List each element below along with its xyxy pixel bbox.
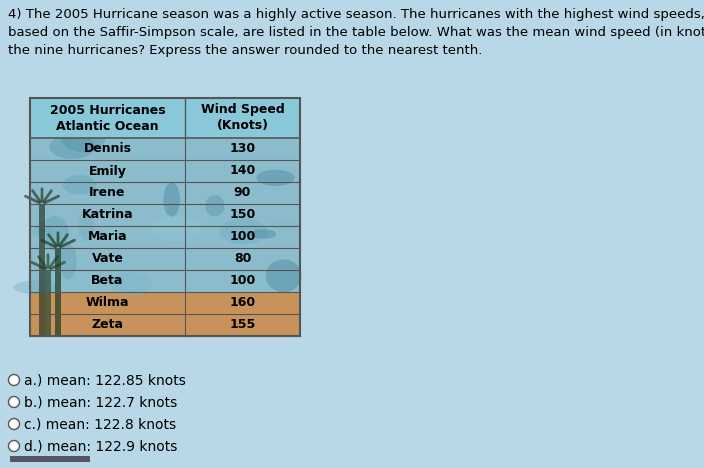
Ellipse shape	[265, 259, 301, 292]
Text: 160: 160	[230, 297, 256, 309]
Ellipse shape	[63, 175, 96, 195]
Ellipse shape	[250, 229, 277, 239]
Text: Maria: Maria	[88, 231, 127, 243]
Bar	[30, 292, 300, 336]
Ellipse shape	[220, 219, 267, 244]
Text: b.) mean: 122.7 knots: b.) mean: 122.7 knots	[24, 395, 177, 409]
Ellipse shape	[59, 244, 77, 279]
Text: 100: 100	[230, 275, 256, 287]
Text: Emily: Emily	[89, 164, 127, 177]
Text: c.) mean: 122.8 knots: c.) mean: 122.8 knots	[24, 417, 176, 431]
Ellipse shape	[62, 125, 106, 153]
Text: 100: 100	[230, 231, 256, 243]
Text: 155: 155	[230, 319, 256, 331]
Text: Katrina: Katrina	[82, 209, 133, 221]
Circle shape	[8, 396, 20, 408]
Bar	[55, 248, 61, 336]
Ellipse shape	[163, 183, 180, 217]
Ellipse shape	[151, 216, 200, 241]
Text: a.) mean: 122.85 knots: a.) mean: 122.85 knots	[24, 373, 186, 387]
Ellipse shape	[270, 220, 298, 229]
Text: Dennis: Dennis	[84, 142, 132, 155]
Text: 80: 80	[234, 253, 251, 265]
Text: Irene: Irene	[89, 187, 126, 199]
Bar	[30, 138, 300, 292]
Circle shape	[8, 440, 20, 452]
Text: Wind Speed
(Knots): Wind Speed (Knots)	[201, 103, 284, 132]
Text: Vate: Vate	[92, 253, 123, 265]
Ellipse shape	[70, 136, 96, 154]
Text: 150: 150	[230, 209, 256, 221]
Ellipse shape	[40, 216, 69, 250]
Text: 140: 140	[230, 164, 256, 177]
Bar	[30, 98, 300, 138]
Text: Wilma: Wilma	[86, 297, 130, 309]
Ellipse shape	[111, 272, 151, 297]
Text: 2005 Hurricanes
Atlantic Ocean: 2005 Hurricanes Atlantic Ocean	[50, 103, 165, 132]
Ellipse shape	[78, 210, 94, 241]
Ellipse shape	[256, 169, 294, 186]
Circle shape	[8, 418, 20, 430]
Bar	[10, 456, 90, 462]
Text: 90: 90	[234, 187, 251, 199]
Ellipse shape	[49, 135, 95, 159]
Text: 4) The 2005 Hurricane season was a highly active season. The hurricanes with the: 4) The 2005 Hurricane season was a highl…	[8, 8, 704, 57]
Bar	[39, 204, 45, 336]
Text: Beta: Beta	[92, 275, 124, 287]
Bar	[30, 98, 300, 336]
Ellipse shape	[13, 280, 58, 294]
Ellipse shape	[205, 195, 225, 217]
Ellipse shape	[32, 227, 53, 236]
Text: Zeta: Zeta	[92, 319, 123, 331]
Bar	[45, 270, 51, 336]
Circle shape	[8, 374, 20, 386]
Text: 130: 130	[230, 142, 256, 155]
Text: d.) mean: 122.9 knots: d.) mean: 122.9 knots	[24, 439, 177, 453]
